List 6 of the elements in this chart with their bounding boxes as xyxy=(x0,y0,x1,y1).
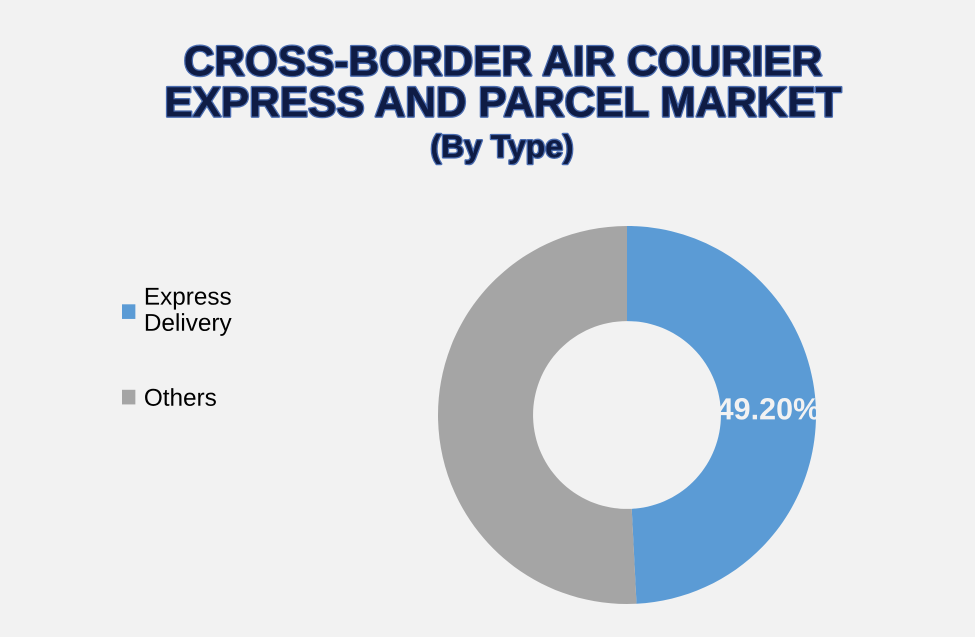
donut-slice xyxy=(438,226,636,604)
donut-slice xyxy=(627,226,816,604)
legend-label: Others xyxy=(145,388,216,406)
chart-title: CROSS-BORDER AIR COURIER EXPRESS AND PARCEL MARKET xyxy=(167,46,842,117)
chart-subtitle: (By Type) xyxy=(432,134,572,164)
legend-label: Express Delivery xyxy=(146,288,232,336)
